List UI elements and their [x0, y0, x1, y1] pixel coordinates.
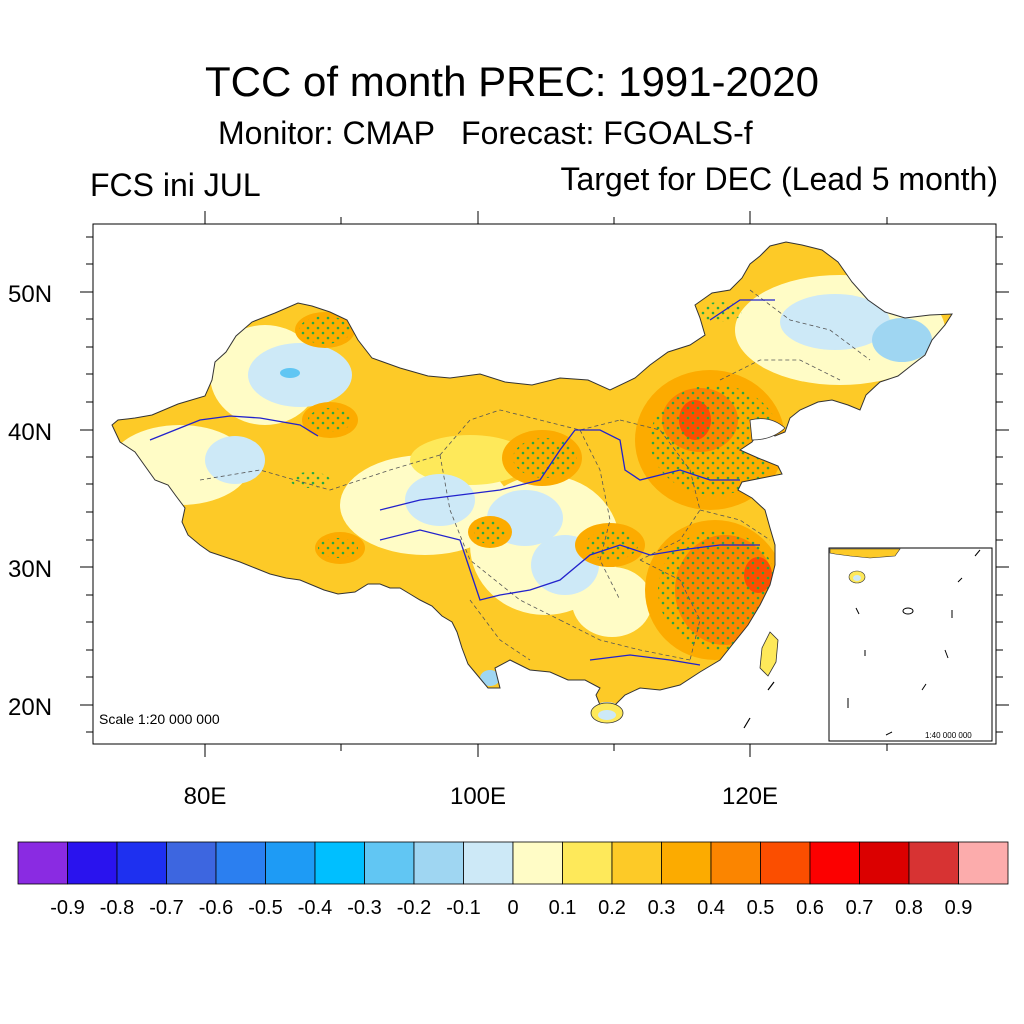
- colorbar-swatch: [859, 841, 910, 885]
- target-label: Target for DEC (Lead 5 month): [560, 161, 998, 197]
- colorbar-tick-label: -0.6: [198, 897, 234, 919]
- lon-label-80e: 80E: [183, 783, 227, 810]
- colorbar-swatch: [314, 841, 365, 885]
- lon-label-100e: 100E: [449, 783, 507, 810]
- lat-label-20n: 20N: [8, 694, 53, 721]
- lat-label-30n: 30N: [8, 556, 53, 583]
- colorbar-swatch: [67, 841, 118, 885]
- colorbar-tick-label: -0.9: [50, 897, 85, 919]
- colorbar-swatch: [661, 841, 712, 885]
- colorbar-tick-label: -0.8: [99, 897, 135, 919]
- colorbar-tick-label: -0.2: [396, 897, 432, 919]
- colorbar-tick-label: 0.7: [845, 897, 874, 919]
- map-subtitle: Monitor: CMAP Forecast: FGOALS-f: [218, 115, 753, 151]
- colorbar-tick-label: 0.4: [697, 897, 725, 919]
- colorbar-tick-label: -0.7: [149, 897, 184, 919]
- boundary-dashes: [743, 681, 775, 729]
- taiwan-island: [759, 631, 779, 677]
- colorbar-tick-label: -0.3: [347, 897, 382, 919]
- lat-label-50n: 50N: [8, 281, 53, 308]
- colorbar-swatch: [215, 841, 266, 885]
- initialization-label: FCS ini JUL: [90, 167, 261, 203]
- rivers: [149, 299, 775, 666]
- colorbar-swatch: [413, 841, 464, 885]
- colorbar-tick-label: 0: [507, 897, 519, 919]
- province-borders: [199, 289, 871, 661]
- colorbar-swatch: [562, 841, 613, 885]
- colorbar-swatch: [760, 841, 811, 885]
- lat-label-40n: 40N: [8, 419, 53, 446]
- significance-stippling: [290, 302, 780, 650]
- colorbar-tick-label: -0.1: [446, 897, 481, 919]
- colorbar-swatch: [908, 841, 959, 885]
- colorbar-tick-label: 0.3: [647, 897, 676, 919]
- colorbar-tick-label: 0.9: [944, 897, 973, 919]
- colorbar-swatch: [364, 841, 415, 885]
- colorbar-tick-label: -0.5: [248, 897, 283, 919]
- lon-label-120e: 120E: [721, 783, 779, 810]
- colorbar-swatch: [710, 841, 761, 885]
- colorbar-swatch: [166, 841, 217, 885]
- colorbar-tick-label: 0.1: [548, 897, 577, 919]
- colorbar-tick-label: -0.4: [297, 897, 333, 919]
- colorbar-tick-label: 0.5: [746, 897, 775, 919]
- axis-ticks: [80, 211, 1009, 757]
- minor-ticks: [86, 217, 1003, 751]
- colorbar-swatch: [265, 841, 316, 885]
- south-china-sea-inset: [828, 547, 993, 742]
- colorbar-swatch: [611, 841, 662, 885]
- inset-scale-label: 1:40 000 000: [925, 731, 972, 740]
- colorbar: [17, 841, 1009, 885]
- colorbar-tick-label: 0.6: [796, 897, 824, 919]
- map-title: TCC of month PREC: 1991-2020: [205, 58, 819, 105]
- map-scale-label: Scale 1:20 000 000: [99, 711, 220, 727]
- colorbar-swatch: [512, 841, 563, 885]
- colorbar-swatch: [809, 841, 860, 885]
- colorbar-swatch: [463, 841, 514, 885]
- bohai-sea: [749, 418, 786, 441]
- colorbar-swatch: [17, 841, 68, 885]
- colorbar-tick-label: 0.2: [598, 897, 626, 919]
- colorbar-swatch: [958, 841, 1009, 885]
- colorbar-swatch: [116, 841, 167, 885]
- colorbar-tick-label: 0.8: [895, 897, 923, 919]
